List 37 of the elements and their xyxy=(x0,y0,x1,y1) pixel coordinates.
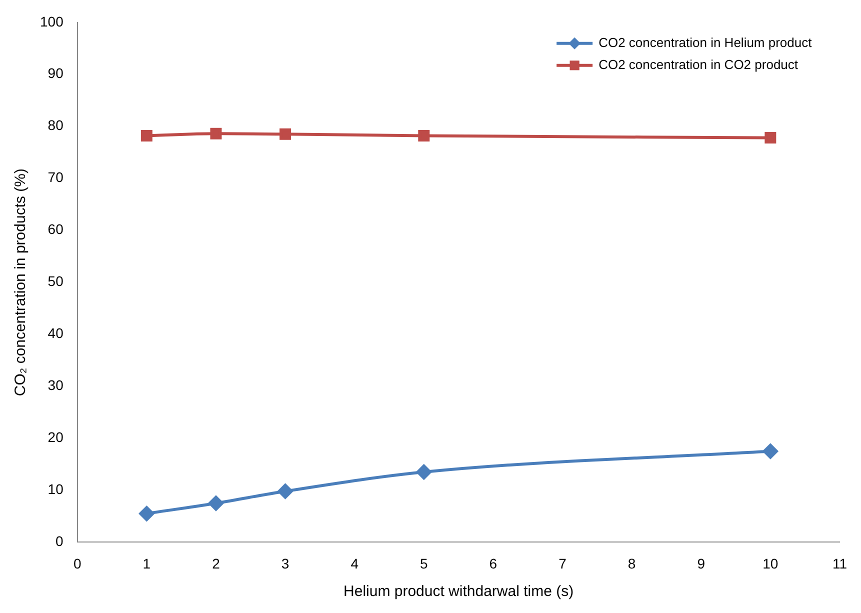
y-tick-label: 50 xyxy=(48,273,64,290)
y-tick-label: 70 xyxy=(48,169,64,186)
point xyxy=(208,496,224,511)
point xyxy=(280,128,292,140)
x-tick-label: 7 xyxy=(558,555,567,572)
x-tick-label: 9 xyxy=(697,555,706,572)
x-tick-label: 2 xyxy=(212,555,220,572)
x-tick-label: 6 xyxy=(489,555,498,572)
x-axis-title: Helium product withdarwal time (s) xyxy=(344,583,574,600)
y-axis-title: CO₂ concentration in products (%) xyxy=(12,168,30,396)
point xyxy=(416,464,432,480)
point xyxy=(418,130,430,142)
x-tick-label: 8 xyxy=(628,555,636,572)
point xyxy=(278,484,293,499)
x-tick-label: 11 xyxy=(832,555,848,572)
y-tick-label: 10 xyxy=(48,481,64,498)
y-tick-label: 80 xyxy=(48,117,64,134)
legend-label: CO2 concentration in Helium product xyxy=(598,34,812,50)
x-tick-label: 5 xyxy=(420,555,428,572)
x-tick-label: 0 xyxy=(73,555,82,572)
y-tick-label: 60 xyxy=(48,221,64,238)
point xyxy=(764,132,776,144)
x-tick-label: 1 xyxy=(142,555,151,572)
point xyxy=(140,130,152,142)
legend-label: CO2 concentration in CO2 product xyxy=(598,56,798,72)
y-tick-label: 40 xyxy=(48,325,64,342)
y-tick-label: 0 xyxy=(56,533,64,550)
x-tick-label: 10 xyxy=(762,555,778,572)
y-tick-label: 100 xyxy=(40,13,64,30)
y-tick-label: 20 xyxy=(48,429,64,446)
x-tick-label: 3 xyxy=(281,555,290,572)
point xyxy=(762,444,778,459)
point xyxy=(139,506,154,522)
point xyxy=(210,128,222,140)
y-tick-label: 30 xyxy=(48,377,64,394)
y-tick-label: 90 xyxy=(48,65,64,82)
x-tick-label: 4 xyxy=(350,555,359,572)
